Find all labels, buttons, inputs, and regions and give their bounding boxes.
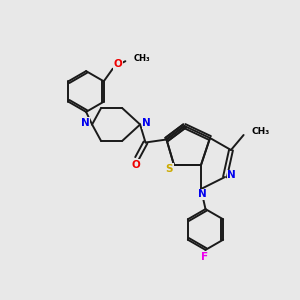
Text: CH₃: CH₃ [134,54,150,63]
Text: N: N [227,170,236,181]
Text: N: N [198,189,207,200]
Text: S: S [166,164,173,174]
Text: O: O [114,59,122,69]
Text: N: N [81,118,90,128]
Text: CH₃: CH₃ [252,127,270,136]
Text: N: N [142,118,151,128]
Text: O: O [131,160,140,170]
Text: F: F [201,251,208,262]
